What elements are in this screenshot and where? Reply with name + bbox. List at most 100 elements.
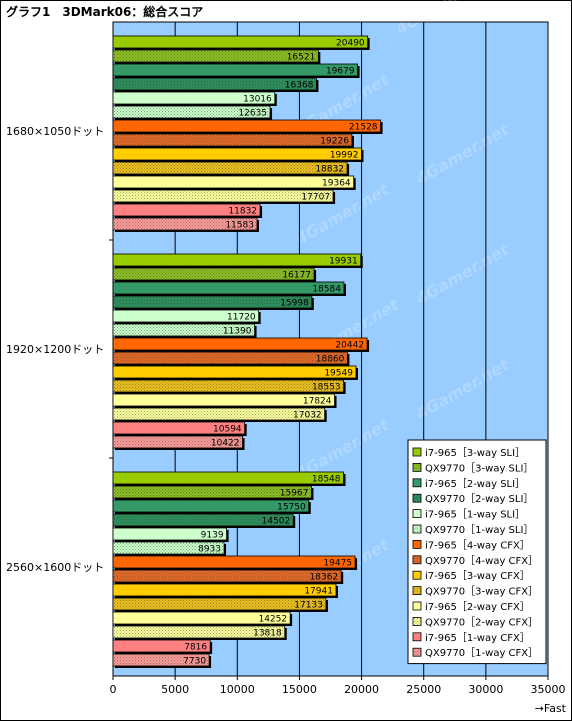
- legend-swatch: [412, 632, 422, 642]
- category-label: 1680×1050ドット: [6, 125, 104, 138]
- bar-value-label: 14502: [262, 517, 291, 527]
- bar: [112, 583, 337, 597]
- bar-value-label: 18548: [312, 475, 341, 485]
- category-label: 1920×1200ドット: [6, 343, 104, 356]
- bar: [112, 253, 362, 267]
- x-tick-label: 0: [110, 683, 117, 696]
- legend-entry: i7-965［1-way SLI］: [425, 509, 525, 521]
- bar-value-label: 13016: [243, 95, 272, 105]
- bar-value-label: 19679: [326, 67, 355, 77]
- bar-value-label: 11832: [228, 207, 257, 217]
- bar: [112, 379, 344, 393]
- bar-value-label: 10594: [213, 425, 242, 435]
- legend-swatch: [412, 540, 422, 549]
- bar: [112, 35, 369, 49]
- bar-value-label: 16521: [287, 53, 316, 63]
- bar: [112, 351, 348, 365]
- legend-swatch: [412, 524, 422, 534]
- legend-swatch: [412, 478, 422, 488]
- bar: [112, 203, 261, 217]
- bar: [112, 421, 246, 435]
- bar-value-label: 19992: [330, 151, 359, 161]
- legend-entry: QX9770［1-way CFX］: [425, 647, 538, 659]
- bar-value-label: 13818: [253, 629, 282, 639]
- bar: [112, 513, 294, 527]
- bar-value-label: 16177: [282, 271, 311, 281]
- bar: [112, 485, 312, 499]
- bar: [112, 175, 355, 189]
- bar-value-label: 19364: [322, 179, 351, 189]
- bar-value-label: 11390: [223, 327, 252, 337]
- bar: [112, 49, 319, 63]
- bar-value-label: 18553: [312, 383, 341, 393]
- bar: [112, 639, 211, 653]
- bar-value-label: 17941: [304, 587, 333, 597]
- bar-value-label: 17707: [301, 193, 330, 203]
- bar: [112, 625, 286, 639]
- bar: [112, 435, 243, 449]
- bar: [112, 471, 344, 485]
- legend-entry: i7-965［3-way CFX］: [425, 570, 530, 582]
- legend-swatch: [412, 647, 422, 657]
- legend-entry: QX9770［3-way CFX］: [425, 586, 538, 598]
- bar: [112, 611, 291, 625]
- bar: [112, 499, 310, 513]
- bar-value-label: 9139: [201, 531, 224, 541]
- bar-value-label: 17824: [303, 397, 332, 407]
- bar-value-label: 20490: [336, 39, 365, 49]
- bar-value-label: 19549: [324, 369, 353, 379]
- bar: [112, 133, 353, 147]
- bar-value-label: 7816: [184, 643, 207, 653]
- bar: [112, 189, 334, 203]
- legend: i7-965［3-way SLI］ QX9770［3-way SLI］ i7-965…: [407, 439, 547, 665]
- legend-entry: i7-965［2-way SLI］: [425, 478, 525, 490]
- bar: [112, 653, 210, 667]
- legend-entry: QX9770［3-way SLI］: [425, 462, 533, 474]
- bar-value-label: 15998: [280, 299, 309, 309]
- category-label: 2560×1600ドット: [6, 561, 104, 574]
- bar: [112, 105, 271, 119]
- x-tick-label: 10000: [220, 683, 255, 696]
- legend-entry: QX9770［1-way SLI］: [425, 524, 533, 536]
- legend-entry: i7-965［1-way CFX］: [425, 632, 530, 644]
- bar: [112, 365, 357, 379]
- legend-swatch: [412, 555, 422, 565]
- legend-swatch: [412, 617, 422, 626]
- legend-entry: i7-965［4-way CFX］: [425, 539, 530, 551]
- bar-value-label: 18860: [316, 355, 345, 365]
- x-tick-label: 25000: [406, 683, 441, 696]
- legend-swatch: [412, 570, 422, 580]
- x-tick-label: 35000: [531, 683, 566, 696]
- bar-value-label: 19226: [320, 137, 349, 147]
- bar-value-label: 17133: [294, 601, 323, 611]
- legend-swatch: [412, 447, 422, 457]
- legend-entry: i7-965［3-way SLI］: [425, 447, 525, 459]
- bar-value-label: 15967: [280, 489, 309, 499]
- bar: [112, 119, 381, 133]
- legend-swatch: [412, 586, 422, 595]
- bar: [112, 63, 358, 77]
- bar: [112, 337, 368, 351]
- bar: [112, 309, 260, 323]
- x-tick-label: 15000: [282, 683, 317, 696]
- bar: [112, 541, 225, 555]
- bar: [112, 555, 356, 569]
- bar: [112, 323, 255, 337]
- bar: [112, 295, 313, 309]
- bar-value-label: 20442: [335, 341, 364, 351]
- bar-value-label: 15750: [277, 503, 306, 513]
- legend-entry: i7-965［2-way CFX］: [425, 601, 530, 613]
- x-tick-label: 20000: [344, 683, 379, 696]
- bar-value-label: 18584: [312, 285, 341, 295]
- bar-value-label: 16368: [285, 81, 314, 91]
- legend-swatch: [412, 493, 422, 503]
- legend-entry: QX9770［2-way CFX］: [425, 616, 538, 628]
- bar-value-label: 8933: [198, 545, 221, 555]
- bar: [112, 91, 276, 105]
- bar-value-label: 18832: [315, 165, 344, 175]
- bar: [112, 267, 315, 281]
- bar-value-label: 21528: [349, 123, 378, 133]
- x-tick-label: 5000: [161, 683, 189, 696]
- bar: [112, 527, 227, 541]
